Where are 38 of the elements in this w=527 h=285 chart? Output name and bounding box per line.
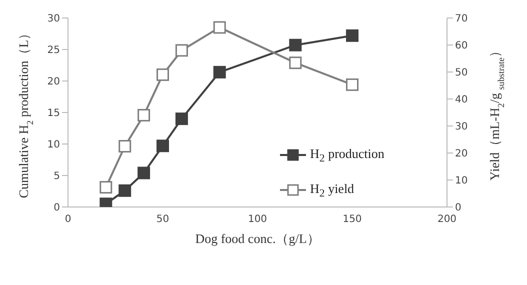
y2-tick-label: 30 [455, 122, 468, 133]
point [175, 44, 188, 57]
point [138, 166, 150, 180]
point [346, 29, 358, 42]
point [213, 66, 226, 78]
y2-tick-label: 0 [455, 202, 462, 214]
point [289, 38, 302, 52]
y2-tick-label: 40 [455, 94, 468, 106]
legend-label: H$_{2}$ production [310, 146, 384, 165]
point [289, 56, 302, 70]
y2-tick-label: 60 [455, 40, 468, 52]
legend-label: H$_{2}$ yield [310, 180, 354, 200]
point [100, 181, 112, 194]
x-tick-label: 0 [64, 214, 72, 226]
y2-tick-label: 70 [455, 14, 468, 25]
point [138, 108, 150, 122]
x-tick-label: 100 [248, 214, 268, 226]
point [118, 140, 132, 152]
y-tick-label: 10 [47, 140, 60, 151]
point [156, 68, 169, 81]
y-tick-label: 25 [47, 45, 60, 56]
y-tick-label: 15 [47, 108, 60, 120]
y2-tick-label: 20 [455, 148, 468, 160]
point [213, 21, 226, 34]
y-tick-label: 5 [54, 171, 60, 182]
y-tick-label: 30 [47, 14, 60, 25]
x-tick-label: 150 [342, 214, 362, 226]
point [175, 112, 188, 126]
point [156, 140, 169, 152]
y-tick-label: 0 [54, 202, 60, 214]
x-tick-label: 50 [156, 214, 170, 226]
x-axis-title: Dog food conc.（g/L） [195, 231, 320, 246]
y2-tick-label: 50 [455, 68, 468, 79]
y2-tick-label: 10 [455, 176, 468, 187]
x-tick-label: 200 [437, 214, 457, 226]
point [118, 184, 132, 197]
y-tick-label: 20 [47, 76, 60, 88]
point [346, 78, 358, 91]
